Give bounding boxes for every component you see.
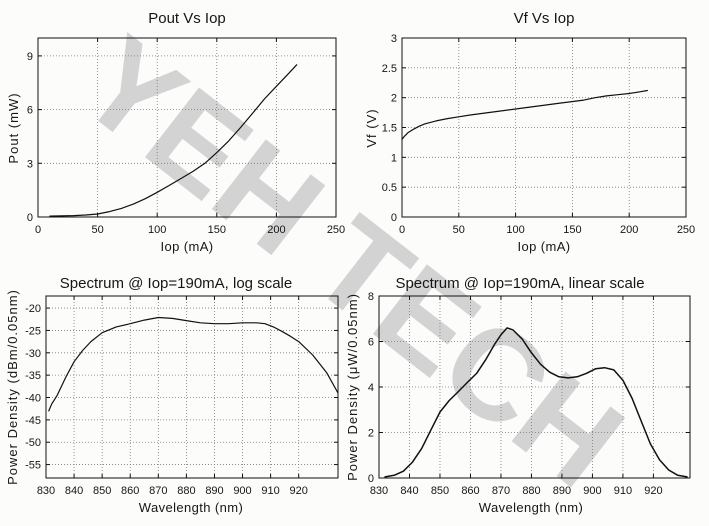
x-tick-label: 150 [563, 224, 581, 236]
chart-vf-vs-iop: Vf Vs Iop Iop (mA) Vf (V) 0 50 100 150 200 25… [364, 10, 695, 254]
y-axis-label: Power Density (μW/0.05nm) [345, 293, 360, 481]
y-tick-label: 6 [368, 337, 374, 349]
x-tick-label: 910 [261, 485, 279, 497]
y-tick-label: -20 [25, 303, 41, 315]
x-tick-label: 870 [492, 485, 510, 497]
x-tick-label: 840 [400, 485, 418, 497]
series-line [49, 64, 298, 217]
x-axis-label: Iop (mA) [517, 239, 570, 254]
y-tick-label: -30 [25, 348, 41, 360]
y-tick-label: 3 [27, 158, 33, 170]
y-tick-label: 1 [391, 152, 397, 164]
plot-area: 0 50 100 150 200 250 0 0.5 1 1.5 2 2.5 3 [382, 33, 695, 236]
x-tick-label: 850 [93, 485, 111, 497]
x-tick-label: 250 [677, 224, 695, 236]
x-tick-label: 870 [149, 485, 167, 497]
x-tick-label: 0 [399, 224, 405, 236]
plot-frame [45, 295, 339, 479]
plot-area: 0 50 100 150 200 250 0 3 6 9 [27, 37, 345, 236]
plot-frame [401, 37, 687, 218]
x-tick-label: 200 [267, 224, 285, 236]
x-tick-label: 850 [431, 485, 449, 497]
y-tick-label: 8 [368, 291, 374, 303]
series-line [48, 316, 339, 412]
x-tick-label: 880 [177, 485, 195, 497]
chart-title: Spectrum @ Iop=190mA, log scale [60, 275, 292, 292]
plot-frame [37, 37, 337, 218]
y-tick-label: 0 [368, 473, 374, 485]
x-tick-label: 250 [327, 224, 345, 236]
y-tick-label: -25 [25, 325, 41, 337]
x-tick-label: 200 [620, 224, 638, 236]
y-tick-label: 1.5 [382, 123, 397, 135]
y-axis-label: Power Density (dBm/0.05nm) [5, 289, 20, 485]
y-tick-label: -55 [25, 460, 41, 472]
chart-title: Pout Vs Iop [148, 10, 226, 27]
y-tick-label: 2 [368, 428, 374, 440]
y-tick-label: 3 [391, 33, 397, 45]
plot-area: 830 840 850 860 870 880 890 900 910 920 0 2 4 6 8 [368, 291, 691, 497]
chart-spectrum-log: Spectrum @ Iop=190mA, log scale Waveleng… [5, 275, 339, 515]
y-tick-label: 0 [391, 212, 397, 224]
x-tick-label: 900 [233, 485, 251, 497]
y-tick-label: -35 [25, 370, 41, 382]
x-axis-label: Iop (mA) [160, 239, 213, 254]
chart-spectrum-linear: Spectrum @ Iop=190mA, linear scale Wavel… [345, 275, 691, 515]
y-tick-label: 2 [391, 93, 397, 105]
y-axis-label: Pout (mW) [6, 92, 21, 163]
x-tick-label: 100 [506, 224, 524, 236]
chart-title: Spectrum @ Iop=190mA, linear scale [395, 275, 644, 292]
plot-area: 830 840 850 860 870 880 890 900 910 920 -55 -50 -45 -… [25, 295, 339, 497]
plot-frame [378, 295, 691, 479]
y-tick-label: 0.5 [382, 182, 397, 194]
x-tick-label: 0 [35, 224, 41, 236]
x-tick-label: 100 [148, 224, 166, 236]
y-tick-label: -50 [25, 437, 41, 449]
x-tick-label: 860 [461, 485, 479, 497]
x-tick-label: 890 [205, 485, 223, 497]
x-tick-label: 900 [583, 485, 601, 497]
y-tick-label: 6 [27, 105, 33, 117]
x-tick-label: 890 [553, 485, 571, 497]
x-tick-label: 150 [208, 224, 226, 236]
y-tick-label: 4 [368, 382, 374, 394]
x-tick-label: 910 [614, 485, 632, 497]
y-tick-label: -40 [25, 393, 41, 405]
x-tick-label: 860 [121, 485, 139, 497]
x-tick-label: 50 [453, 224, 465, 236]
y-tick-label: 0 [27, 212, 33, 224]
y-tick-label: -45 [25, 415, 41, 427]
x-tick-label: 830 [370, 485, 388, 497]
x-axis-label: Wavelength (nm) [479, 500, 584, 515]
y-tick-label: 9 [27, 51, 33, 63]
x-axis-label: Wavelength (nm) [139, 500, 244, 515]
series-line [401, 89, 648, 140]
y-tick-label: 2.5 [382, 63, 397, 75]
x-tick-label: 840 [65, 485, 83, 497]
x-tick-label: 920 [644, 485, 662, 497]
x-tick-label: 50 [91, 224, 103, 236]
y-axis-label: Vf (V) [364, 108, 379, 147]
x-tick-label: 880 [522, 485, 540, 497]
x-tick-label: 830 [37, 485, 55, 497]
chart-title: Vf Vs Iop [514, 10, 575, 27]
chart-pout-vs-iop: Pout Vs Iop Iop (mA) Pout (mW) 0 50 100 150… [6, 10, 345, 254]
x-tick-label: 920 [290, 485, 308, 497]
series-line [384, 327, 688, 478]
